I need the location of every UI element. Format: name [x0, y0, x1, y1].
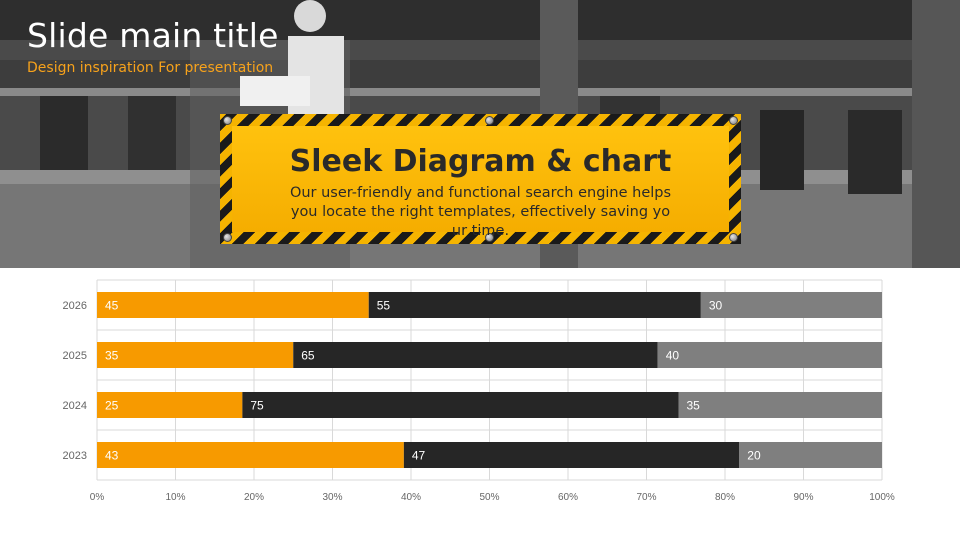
x-tick-label: 0% [90, 492, 105, 503]
bolt-icon [485, 116, 494, 125]
data-label: 45 [105, 299, 119, 313]
x-tick-label: 40% [401, 492, 421, 503]
x-tick-label: 20% [244, 492, 264, 503]
category-label: 2025 [63, 350, 87, 362]
bar-segment [97, 392, 243, 418]
x-tick-label: 50% [479, 492, 499, 503]
data-label: 25 [105, 399, 119, 413]
bolt-icon [485, 233, 494, 242]
bar-segment [368, 292, 701, 318]
callout-heading: Sleek Diagram & chart [289, 144, 672, 179]
bolt-icon [729, 233, 738, 242]
bar-segment [97, 292, 369, 318]
x-tick-label: 10% [165, 492, 185, 503]
bar-segment [739, 442, 882, 468]
data-label: 30 [709, 299, 723, 313]
header-photo-banner: Slide main title Design inspiration For … [0, 0, 960, 268]
data-label: 47 [412, 449, 426, 463]
bolt-icon [729, 116, 738, 125]
data-label: 75 [250, 399, 264, 413]
bar-segment [657, 342, 882, 368]
x-tick-label: 90% [793, 492, 813, 503]
bar-segment [293, 342, 658, 368]
data-label: 35 [686, 399, 700, 413]
stacked-bar-chart: 45 55 30 2026 35 65 40 2025 25 75 35 2024 43 47 20 2023… [63, 279, 895, 503]
bolt-icon [223, 116, 232, 125]
data-label: 55 [377, 299, 391, 313]
category-label: 2026 [63, 300, 87, 312]
data-label: 40 [666, 349, 680, 363]
bar-segment [97, 342, 294, 368]
data-label: 35 [105, 349, 119, 363]
data-label: 65 [301, 349, 315, 363]
bar-segment [97, 442, 404, 468]
callout-body: Our user-friendly and functional search … [289, 185, 672, 239]
bar-segment [700, 292, 882, 318]
bolt-icon [223, 233, 232, 242]
x-tick-label: 30% [322, 492, 342, 503]
x-tick-label: 60% [558, 492, 578, 503]
bar-segment [678, 392, 882, 418]
category-label: 2023 [63, 450, 87, 462]
bar-segment [242, 392, 679, 418]
slide-subtitle: Design inspiration For presentation [27, 60, 274, 76]
slide-title: Slide main title [27, 16, 279, 55]
hazard-stripe-callout: Sleek Diagram & chart Our user-friendly … [220, 114, 741, 244]
x-tick-label: 100% [869, 492, 895, 503]
category-label: 2024 [63, 400, 87, 412]
callout-panel: Sleek Diagram & chart Our user-friendly … [232, 126, 729, 239]
data-label: 43 [105, 449, 119, 463]
x-tick-label: 80% [715, 492, 735, 503]
x-tick-label: 70% [636, 492, 656, 503]
bar-segment [403, 442, 740, 468]
data-label: 20 [747, 449, 761, 463]
